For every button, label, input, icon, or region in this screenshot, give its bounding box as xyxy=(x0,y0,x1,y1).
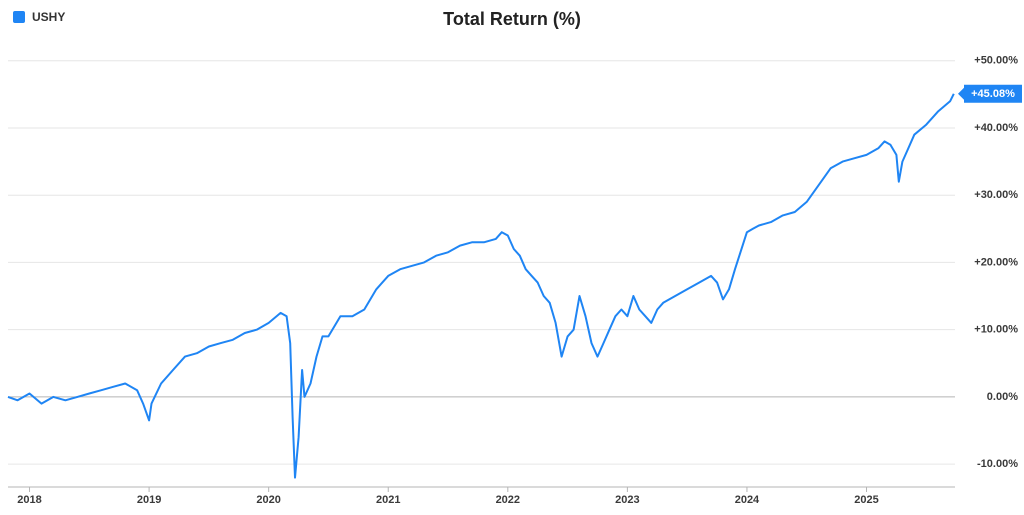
x-tick-label: 2020 xyxy=(256,494,280,506)
y-tick-label: +40.00% xyxy=(974,122,1018,134)
x-tick-label: 2021 xyxy=(376,494,400,506)
y-tick-label: +10.00% xyxy=(974,324,1018,336)
chart-title: Total Return (%) xyxy=(443,9,581,29)
y-tick-label: +30.00% xyxy=(974,189,1018,201)
legend: USHY xyxy=(13,10,65,24)
legend-label: USHY xyxy=(32,10,65,24)
y-tick-label: -10.00% xyxy=(977,458,1018,470)
x-tick-label: 2023 xyxy=(615,494,639,506)
end-label-badge xyxy=(958,84,1022,103)
end-label: +45.08% xyxy=(971,88,1015,100)
line xyxy=(7,93,955,479)
x-tick-label: 2024 xyxy=(735,494,760,506)
legend-swatch xyxy=(13,11,25,23)
y-tick-label: 0.00% xyxy=(987,391,1018,403)
x-tick-label: 2025 xyxy=(854,494,878,506)
x-tick-label: 2018 xyxy=(17,494,41,506)
y-tick-label: +20.00% xyxy=(974,256,1018,268)
x-tick-label: 2022 xyxy=(496,494,520,506)
y-tick-label: +50.00% xyxy=(974,55,1018,67)
x-tick-label: 2019 xyxy=(137,494,161,506)
